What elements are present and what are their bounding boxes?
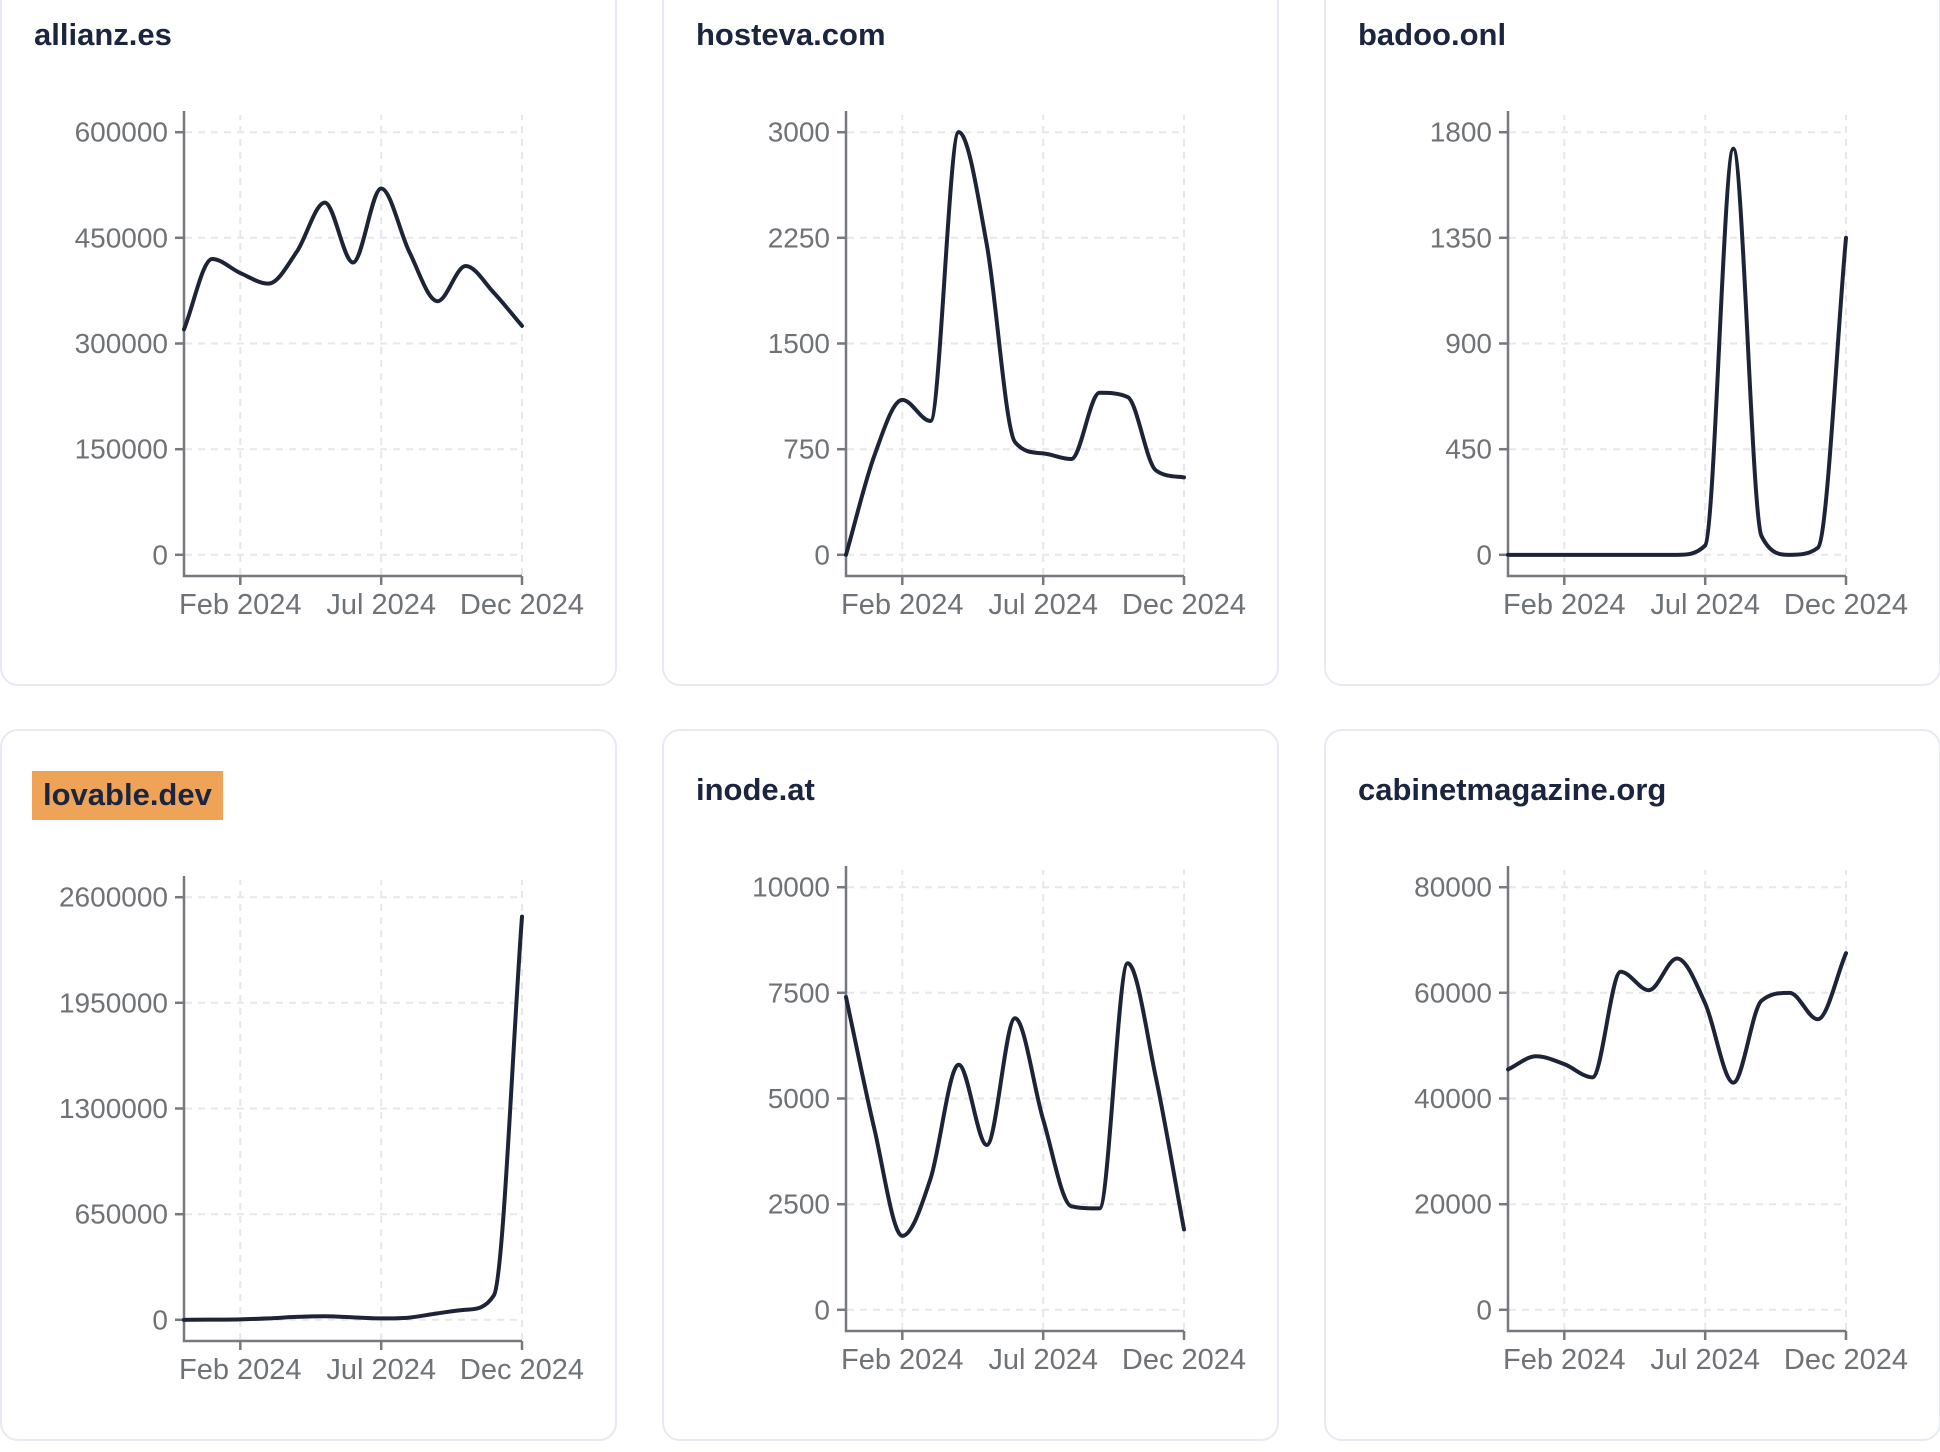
y-tick-label: 1500 [768, 328, 830, 359]
x-tick-label: Dec 2024 [1784, 589, 1908, 621]
x-tick-label: Jul 2024 [326, 1354, 436, 1386]
axis-line [1506, 110, 1846, 577]
x-tick-label: Dec 2024 [460, 589, 584, 621]
y-tick-label: 0 [1476, 539, 1492, 570]
x-tick-label: Dec 2024 [1122, 1344, 1246, 1376]
chart-card: lovable.dev 0 650000 1300000 1950000 2600000… [0, 729, 617, 1441]
gridlines [847, 114, 1185, 575]
y-tick-label: 1800 [1430, 116, 1492, 147]
y-tick-label: 900 [1445, 328, 1492, 359]
line-chart: 0 450 900 1350 1800 Feb 2024 Jul 2024 Dec 2024 [1430, 110, 1908, 621]
axis-line [182, 875, 522, 1342]
y-tick-label: 80000 [1414, 871, 1492, 902]
chart-title-text: inode.at [696, 772, 815, 807]
y-tick-label: 0 [814, 1294, 830, 1325]
x-tick-label: Jul 2024 [326, 589, 436, 621]
chart-title: cabinetmagazine.org [1358, 771, 1907, 810]
x-tick-label: Jul 2024 [1650, 589, 1760, 621]
x-tick-label: Feb 2024 [1503, 1344, 1626, 1376]
y-tick-label: 1300000 [59, 1093, 168, 1124]
chart-title: hosteva.com [696, 16, 1245, 55]
chart-card: badoo.onl 0 450 900 1350 1800 Feb 2024 Jul 202… [1324, 0, 1940, 686]
y-tick-label: 1950000 [59, 987, 168, 1018]
chart-title-text: cabinetmagazine.org [1358, 772, 1667, 807]
axis-line [844, 865, 1184, 1332]
chart-title: allianz.es [34, 16, 583, 55]
axes: 0 20000 40000 60000 80000 Feb 2024 Jul 2024 Dec… [1414, 865, 1908, 1376]
y-tick-label: 0 [1476, 1294, 1492, 1325]
chart-title: lovable.dev [32, 771, 583, 820]
x-tick-label: Jul 2024 [988, 1344, 1098, 1376]
x-tick-label: Jul 2024 [988, 589, 1098, 621]
y-tick-label: 2500 [768, 1188, 830, 1219]
series-line [182, 186, 524, 332]
chart-card: cabinetmagazine.org 0 20000 40000 60000 8000… [1324, 729, 1940, 1441]
y-tick-label: 1350 [1430, 222, 1492, 253]
x-tick-label: Jul 2024 [1650, 1344, 1760, 1376]
x-tick-label: Feb 2024 [1503, 589, 1626, 621]
x-tick-label: Feb 2024 [179, 589, 302, 621]
axes: 0 450 900 1350 1800 Feb 2024 Jul 2024 Dec 2024 [1430, 110, 1908, 621]
gridlines [185, 879, 523, 1340]
x-tick-label: Dec 2024 [460, 1354, 584, 1386]
y-tick-label: 10000 [752, 871, 830, 902]
chart-title: badoo.onl [1358, 16, 1907, 55]
series-line [1506, 950, 1848, 1085]
line-chart: 0 750 1500 2250 3000 Feb 2024 Jul 2024 Dec 2024 [768, 110, 1246, 621]
x-tick-label: Dec 2024 [1784, 1344, 1908, 1376]
y-tick-label: 0 [814, 539, 830, 570]
y-tick-label: 650000 [75, 1198, 168, 1229]
gridlines [847, 869, 1185, 1330]
chart-title-text: hosteva.com [696, 17, 886, 52]
x-tick-label: Feb 2024 [179, 1354, 302, 1386]
chart-title-text: lovable.dev [32, 771, 223, 820]
chart-title-text: allianz.es [34, 17, 172, 52]
axis-line [182, 110, 522, 577]
x-tick-label: Feb 2024 [841, 589, 964, 621]
gridlines [185, 114, 523, 575]
chart-title-text: badoo.onl [1358, 17, 1507, 52]
y-tick-label: 750 [783, 433, 830, 464]
chart-card: hosteva.com 0 750 1500 2250 3000 Feb 2024 Jul … [662, 0, 1279, 686]
y-tick-label: 0 [152, 539, 168, 570]
line-chart: 0 650000 1300000 1950000 2600000 Feb 2024 Jul … [59, 875, 584, 1386]
y-tick-label: 40000 [1414, 1083, 1492, 1114]
y-tick-label: 2600000 [59, 881, 168, 912]
axes: 0 750 1500 2250 3000 Feb 2024 Jul 2024 Dec 2024 [768, 110, 1246, 621]
y-tick-label: 300000 [75, 328, 168, 359]
line-chart: 0 2500 5000 7500 10000 Feb 2024 Jul 2024 Dec 20… [752, 865, 1246, 1376]
series-line [1506, 146, 1848, 557]
y-tick-label: 450 [1445, 433, 1492, 464]
y-tick-label: 20000 [1414, 1188, 1492, 1219]
line-chart: 0 150000 300000 450000 600000 Feb 2024 Jul 202… [75, 110, 584, 621]
series-line [844, 960, 1186, 1238]
gridlines [1509, 114, 1847, 575]
axis-line [844, 110, 1184, 577]
gridlines [1509, 869, 1847, 1330]
y-tick-label: 0 [152, 1304, 168, 1335]
y-tick-label: 150000 [75, 433, 168, 464]
axes: 0 650000 1300000 1950000 2600000 Feb 2024 Jul … [59, 875, 584, 1386]
line-chart: 0 20000 40000 60000 80000 Feb 2024 Jul 2024 Dec… [1414, 865, 1908, 1376]
y-tick-label: 2250 [768, 222, 830, 253]
axes: 0 150000 300000 450000 600000 Feb 2024 Jul 202… [75, 110, 584, 621]
chart-title: inode.at [696, 771, 1245, 810]
y-tick-label: 7500 [768, 977, 830, 1008]
series-line [844, 129, 1186, 557]
chart-card: inode.at 0 2500 5000 7500 10000 Feb 2024 Jul 2… [662, 729, 1279, 1441]
y-tick-label: 450000 [75, 222, 168, 253]
chart-card: allianz.es 0 150000 300000 450000 600000 Feb … [0, 0, 617, 686]
y-tick-label: 5000 [768, 1083, 830, 1114]
y-tick-label: 600000 [75, 116, 168, 147]
x-tick-label: Dec 2024 [1122, 589, 1246, 621]
axes: 0 2500 5000 7500 10000 Feb 2024 Jul 2024 Dec 20… [752, 865, 1246, 1376]
y-tick-label: 3000 [768, 116, 830, 147]
axis-line [1506, 865, 1846, 1332]
y-tick-label: 60000 [1414, 977, 1492, 1008]
series-line [182, 914, 524, 1322]
x-tick-label: Feb 2024 [841, 1344, 964, 1376]
